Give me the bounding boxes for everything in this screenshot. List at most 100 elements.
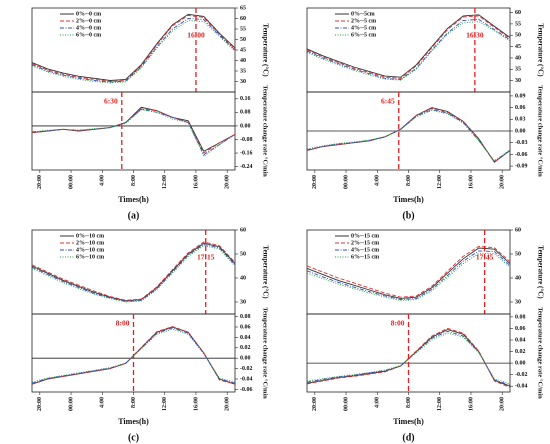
event-label: 8:00 <box>391 319 405 328</box>
y-tick-label: 30 <box>515 299 521 305</box>
x-tick-label: 4:00 <box>100 397 106 408</box>
x-tick-label: 16:00 <box>193 397 199 411</box>
y-tick-label: 60 <box>515 10 521 16</box>
legend-label: 6%--0 cm <box>76 32 101 38</box>
y-tick-label: 40 <box>515 275 521 281</box>
series-line <box>306 107 511 163</box>
legend-label: 6%--15 cm <box>351 254 379 260</box>
x-tick-label: 8:00 <box>131 175 137 186</box>
y-tick-label: 60 <box>240 227 246 233</box>
series-line <box>306 332 511 385</box>
x-tick-label: 20:00 <box>225 175 231 189</box>
y-axis-label: Temperature change rate °C/min <box>262 85 269 177</box>
y-axis-label: Temperature change rate °C/min <box>262 307 269 399</box>
legend-label: 0%--10 cm <box>76 233 104 239</box>
y-tick-label: -0.02 <box>240 366 253 372</box>
legend-label: 0%--0 cm <box>76 11 101 17</box>
y-tick-label: 0.03 <box>515 117 526 123</box>
y-tick-label: -0.04 <box>515 384 528 390</box>
x-tick-label: 16:00 <box>193 175 199 189</box>
series-line <box>306 252 511 302</box>
y-axis-label: Temperature (°C) <box>536 245 544 299</box>
event-label: 16:00 <box>187 31 205 40</box>
y-tick-label: 0.16 <box>240 96 251 102</box>
x-tick-label: 12:00 <box>437 397 443 411</box>
panel-label: (b) <box>402 210 414 221</box>
y-tick-label: 30 <box>240 299 246 305</box>
series-line <box>31 108 236 156</box>
legend-label: 2%--0 cm <box>76 18 101 24</box>
y-axis-label: Temperature change rate °C/min <box>537 85 544 177</box>
y-tick-label: -0.04 <box>240 376 253 382</box>
y-tick-label: 0.04 <box>515 337 526 343</box>
x-tick-label: 20:00 <box>37 175 43 189</box>
x-tick-label: 00:00 <box>68 175 74 189</box>
y-tick-label: -0.16 <box>240 150 253 156</box>
legend-label: 4%--10 cm <box>76 247 104 253</box>
y-axis-label: Temperature (°C) <box>536 23 544 77</box>
series-line <box>31 20 236 84</box>
event-label: 6:45 <box>381 97 395 106</box>
legend-label: 4%--0 cm <box>76 25 101 31</box>
y-tick-label: 60 <box>240 16 246 22</box>
legend-label: 6%--5 cm <box>351 32 376 38</box>
y-tick-label: 30 <box>515 78 521 84</box>
series-line <box>306 247 511 299</box>
y-tick-label: 0.00 <box>515 360 526 366</box>
y-axis-label: Temperature (°C) <box>261 23 269 77</box>
x-axis-label: Times(h) <box>118 417 149 426</box>
y-tick-label: -0.03 <box>515 140 528 146</box>
panel-label: (c) <box>128 432 139 443</box>
y-tick-label: 65 <box>240 5 246 11</box>
series-line <box>306 109 511 162</box>
x-tick-label: 00:00 <box>343 397 349 411</box>
event-label: 8:00 <box>116 319 130 328</box>
x-tick-label: 12:00 <box>162 175 168 189</box>
y-tick-label: 0.02 <box>515 349 526 355</box>
x-tick-label: 20:00 <box>312 397 318 411</box>
x-tick-label: 12:00 <box>437 175 443 189</box>
legend-label: 4%--5 cm <box>351 25 376 31</box>
y-tick-label: 0.04 <box>240 335 251 341</box>
x-tick-label: 00:00 <box>68 397 74 411</box>
y-tick-label: -0.09 <box>515 163 528 169</box>
legend-label: 2%--15 cm <box>351 240 379 246</box>
y-tick-label: 0.09 <box>515 93 526 99</box>
series-line <box>31 109 236 158</box>
x-axis-label: Times(h) <box>118 195 149 204</box>
x-tick-label: 4:00 <box>100 175 106 186</box>
y-tick-label: 45 <box>515 44 521 50</box>
y-tick-label: 30 <box>240 79 246 85</box>
series-line <box>306 14 511 78</box>
y-tick-label: 0.08 <box>240 110 251 116</box>
legend-label: 4%--15 cm <box>351 247 379 253</box>
y-tick-label: 40 <box>240 58 246 64</box>
series-line <box>306 250 511 301</box>
series-line <box>306 107 511 163</box>
y-tick-label: 50 <box>240 37 246 43</box>
x-tick-label: 8:00 <box>406 397 412 408</box>
series-line <box>306 327 511 388</box>
series-line <box>306 15 511 79</box>
series-line <box>31 242 236 302</box>
legend-label: 0%--15 cm <box>351 233 379 239</box>
y-tick-label: 55 <box>240 26 246 32</box>
y-tick-label: 50 <box>515 33 521 39</box>
y-tick-label: 35 <box>515 67 521 73</box>
y-tick-label: 0.02 <box>240 345 251 351</box>
x-tick-label: 00:00 <box>343 175 349 189</box>
series-line <box>31 241 236 301</box>
series-line <box>306 21 511 81</box>
legend-label: 2%--5 cm <box>351 18 376 24</box>
x-tick-label: 20:00 <box>225 397 231 411</box>
x-tick-label: 8:00 <box>131 397 137 408</box>
x-axis-label: Times(h) <box>393 417 424 426</box>
series-line <box>31 243 236 302</box>
y-tick-label: -0.08 <box>240 137 253 143</box>
event-label: 17:15 <box>197 253 215 262</box>
series-line <box>31 245 236 303</box>
y-tick-label: 0.06 <box>240 324 251 330</box>
x-tick-label: 20:00 <box>37 397 43 411</box>
y-axis-label: Temperature (°C) <box>261 245 269 299</box>
y-tick-label: -0.24 <box>240 164 253 170</box>
